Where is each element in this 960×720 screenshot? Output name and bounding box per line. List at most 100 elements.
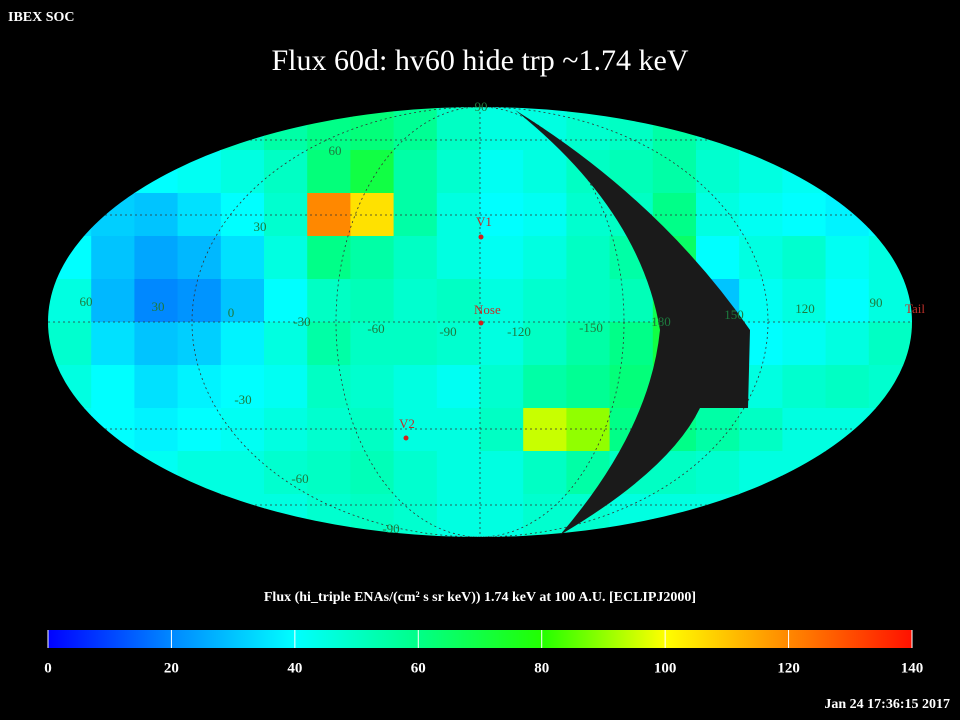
heatmap-cell — [220, 365, 265, 409]
heatmap-cell — [566, 107, 611, 151]
heatmap-cell — [825, 236, 870, 280]
heatmap-cell — [91, 365, 135, 409]
marker-label: Nose — [474, 302, 501, 317]
heatmap-cell — [782, 494, 827, 537]
heatmap-cell — [868, 193, 912, 237]
heatmap-cell — [609, 279, 654, 323]
heatmap-cell — [393, 279, 438, 323]
heatmap-cell — [696, 107, 740, 151]
heatmap-cell — [739, 408, 783, 452]
colorbar-tick-label: 20 — [164, 660, 179, 676]
heatmap-cell — [393, 150, 438, 194]
heatmap-cell — [868, 408, 912, 452]
heatmap-cell — [48, 494, 92, 537]
grid-label: 180 — [651, 314, 671, 329]
heatmap-cell — [739, 451, 783, 495]
heatmap-cell — [480, 322, 524, 366]
heatmap-cell — [48, 365, 92, 409]
heatmap-cell — [350, 408, 395, 452]
heatmap-cell — [825, 365, 870, 409]
heatmap-cell — [220, 150, 265, 194]
heatmap-cell — [436, 236, 481, 280]
heatmap-cell — [652, 494, 697, 537]
heatmap-cell — [220, 193, 265, 237]
heatmap-cell — [264, 408, 308, 452]
heatmap-cell — [134, 365, 179, 409]
colorbar-tick-label: 80 — [534, 660, 549, 676]
heatmap-cell — [436, 451, 481, 495]
heatmap-cell — [825, 193, 870, 237]
heatmap-cell — [436, 408, 481, 452]
heatmap-cell — [264, 451, 308, 495]
grid-label: 120 — [795, 301, 815, 316]
heatmap-cell — [48, 193, 92, 237]
heatmap-cell — [523, 408, 567, 452]
heatmap-cell — [350, 107, 395, 151]
heatmap-cell — [220, 494, 265, 537]
heatmap-cell — [177, 408, 222, 452]
heatmap-cell — [868, 150, 912, 194]
heatmap-cell — [523, 365, 567, 409]
heatmap-cell — [696, 451, 740, 495]
heatmap-cell — [436, 193, 481, 237]
heatmap-cell — [48, 322, 92, 366]
heatmap-cell — [48, 107, 92, 151]
heatmap-cell — [393, 236, 438, 280]
heatmap-cell — [350, 150, 395, 194]
heatmap-cell — [91, 150, 135, 194]
heatmap-cell — [480, 236, 524, 280]
heatmap-cell — [480, 451, 524, 495]
heatmap-cell — [436, 365, 481, 409]
heatmap-cell — [48, 408, 92, 452]
heatmap-cell — [696, 494, 740, 537]
heatmap-cell — [264, 365, 308, 409]
heatmap-cell — [307, 279, 351, 323]
colorbar-tick-label: 40 — [287, 660, 302, 676]
grid-label: -90 — [382, 521, 399, 536]
heatmap-cell — [264, 279, 308, 323]
heatmap-cell — [782, 107, 827, 151]
heatmap-cell — [825, 494, 870, 537]
heatmap-cell — [782, 236, 827, 280]
heatmap-cell — [91, 494, 135, 537]
heatmap-cell — [91, 193, 135, 237]
heatmap-cell — [350, 451, 395, 495]
heatmap-cell — [523, 451, 567, 495]
heatmap-cell — [134, 279, 179, 323]
heatmap-cell — [825, 408, 870, 452]
heatmap-cell — [868, 236, 912, 280]
heatmap-cell — [480, 365, 524, 409]
heatmap-cell — [480, 150, 524, 194]
heatmap-cell — [220, 322, 265, 366]
grid-label: -30 — [293, 314, 310, 329]
grid-label: -120 — [507, 324, 531, 339]
grid-label: 90 — [475, 99, 488, 114]
heatmap-cell — [393, 322, 438, 366]
colorbar-tick-label: 0 — [44, 660, 52, 676]
heatmap-cell — [868, 107, 912, 151]
heatmap-cell — [782, 150, 827, 194]
timestamp: Jan 24 17:36:15 2017 — [824, 697, 950, 712]
heatmap-cell — [825, 451, 870, 495]
heatmap-cell — [91, 451, 135, 495]
heatmap-cell — [307, 365, 351, 409]
heatmap-cell — [739, 107, 783, 151]
heatmap-cell — [782, 408, 827, 452]
heatmap-cell — [782, 279, 827, 323]
heatmap-cell — [307, 451, 351, 495]
heatmap-cell — [652, 150, 697, 194]
title: Flux 60d: hv60 hide trp ~1.74 keV — [271, 44, 688, 77]
heatmap-cell — [307, 494, 351, 537]
heatmap-cell — [609, 494, 654, 537]
heatmap-cell — [739, 236, 783, 280]
heatmap-cell — [436, 322, 481, 366]
grid-label: -30 — [234, 392, 251, 407]
heatmap-cell — [393, 107, 438, 151]
colorbar-tick-label: 60 — [411, 660, 426, 676]
heatmap-cell — [523, 279, 567, 323]
marker-dot — [478, 234, 484, 240]
heatmap-cell — [264, 236, 308, 280]
heatmap-cell — [825, 107, 870, 151]
